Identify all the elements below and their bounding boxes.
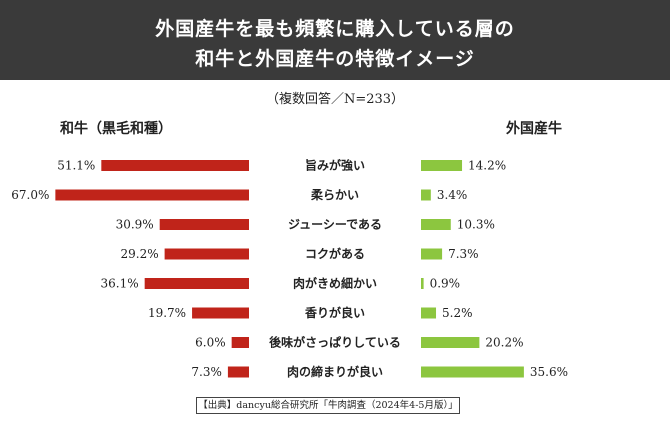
category-label: コクがある xyxy=(305,246,365,261)
right-value-label: 20.2% xyxy=(485,336,523,350)
category-label: 香りが良い xyxy=(304,305,365,320)
left-bar xyxy=(144,278,249,289)
left-value-label: 51.1% xyxy=(57,159,95,173)
right-value-label: 7.3% xyxy=(448,247,479,261)
left-value-label: 6.0% xyxy=(195,336,226,350)
butterfly-bar-chart: 51.1% 14.2% 旨みが強い 67.0% 3.4% 柔らかい 30.9% 10.3% ジュ… xyxy=(11,158,568,380)
right-value-label: 35.6% xyxy=(530,365,568,379)
left-bar xyxy=(192,307,249,319)
category-label: 肉がきめ細かい xyxy=(293,276,377,291)
left-series-header: 和牛（黒毛和種） xyxy=(60,121,172,137)
left-value-label: 36.1% xyxy=(101,277,139,291)
title-line-1: 外国産牛を最も頻繁に購入している層の xyxy=(155,18,515,40)
category-label: 旨みが強い xyxy=(305,158,365,173)
left-bar xyxy=(55,189,250,201)
left-value-label: 30.9% xyxy=(116,218,154,232)
category-label: 後味がさっぱりしている xyxy=(269,335,401,350)
subtitle: （複数回答／N=233） xyxy=(265,92,405,107)
left-value-label: 67.0% xyxy=(11,188,49,202)
right-bar xyxy=(421,219,451,230)
right-series-header: 外国産牛 xyxy=(506,121,562,137)
left-bar xyxy=(227,366,249,378)
right-value-label: 3.4% xyxy=(437,188,468,202)
left-value-label: 19.7% xyxy=(148,306,186,320)
left-bar xyxy=(101,160,249,171)
right-value-label: 14.2% xyxy=(468,159,506,173)
left-bar xyxy=(231,337,249,348)
category-label: 柔らかい xyxy=(310,187,359,202)
title-line-2: 和牛と外国産牛の特徴イメージ xyxy=(195,48,475,70)
right-bar xyxy=(421,248,443,260)
right-value-label: 10.3% xyxy=(457,218,495,232)
left-value-label: 7.3% xyxy=(191,365,222,379)
right-bar xyxy=(421,189,431,201)
right-value-label: 5.2% xyxy=(442,306,473,320)
right-bar xyxy=(421,307,437,319)
right-value-label: 0.9% xyxy=(430,277,461,291)
right-bar xyxy=(421,278,424,289)
title-banner: 外国産牛を最も頻繁に購入している層の 和牛と外国産牛の特徴イメージ xyxy=(0,0,670,80)
left-bar xyxy=(164,248,249,260)
left-value-label: 29.2% xyxy=(120,247,158,261)
right-bar xyxy=(421,366,524,378)
left-bar xyxy=(159,219,249,230)
category-label: ジューシーである xyxy=(288,218,382,232)
right-bar xyxy=(421,337,480,348)
right-bar xyxy=(421,160,463,171)
category-label: 肉の締まりが良い xyxy=(287,364,383,379)
source-note: 【出典】dancyu総合研究所「牛肉調査（2024年4-5月版）」 xyxy=(196,397,460,414)
